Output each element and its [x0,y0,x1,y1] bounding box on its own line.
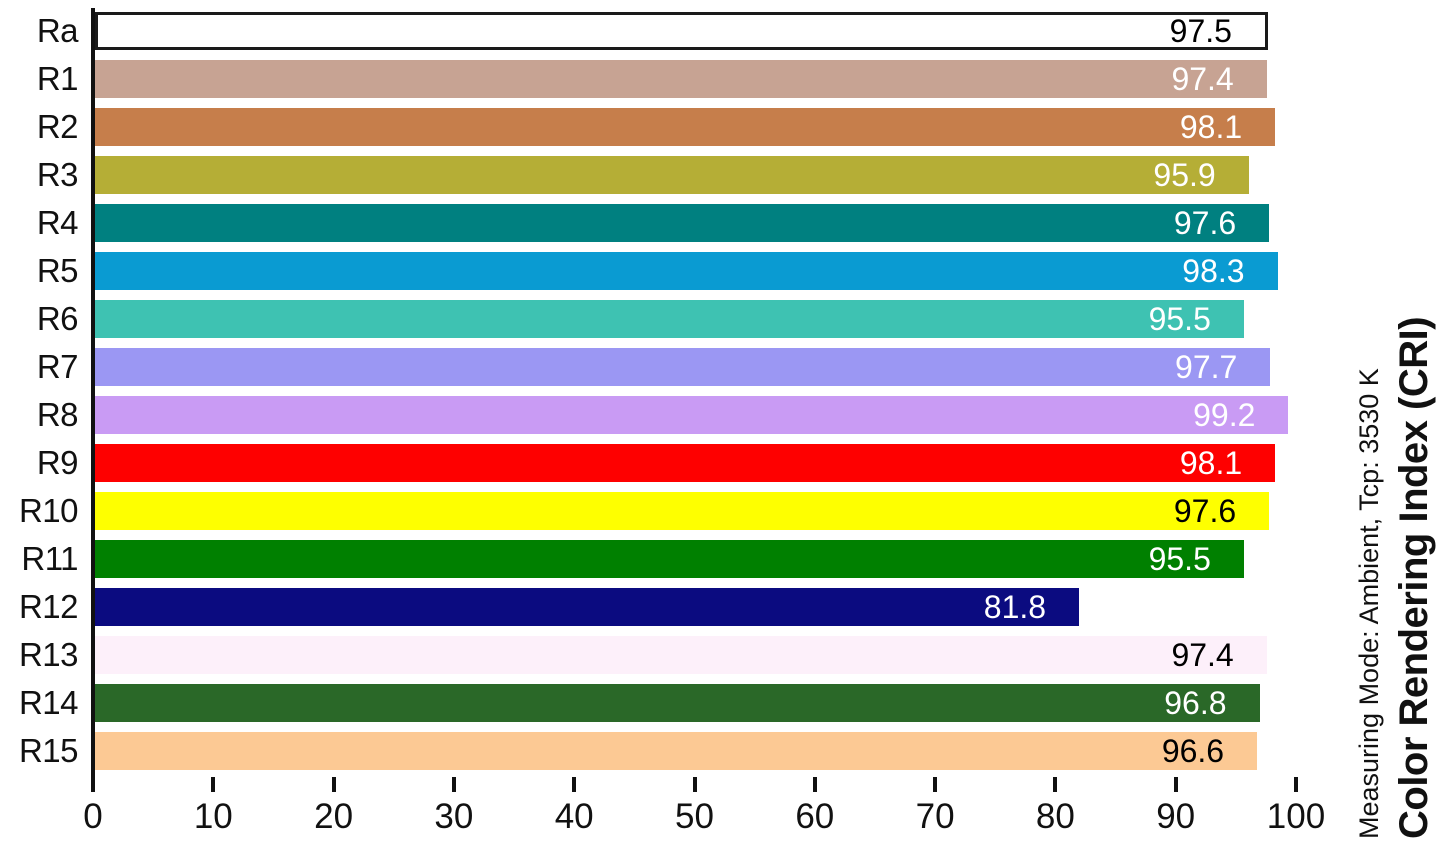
bar-ra: 97.5 [95,12,1268,50]
bar-r12: 81.8 [95,588,1080,626]
row-label-r7: R7 [36,348,79,385]
x-tick-label-0: 0 [83,797,103,836]
bar-r2: 98.1 [95,108,1276,146]
x-tick-label-30: 30 [434,797,474,836]
bar-r7: 97.7 [95,348,1271,386]
row-label-r12: R12 [18,588,79,625]
x-tick-40 [572,777,577,792]
y-axis-line [91,8,95,792]
bar-r5: 98.3 [95,252,1278,290]
right-side-labels: Measuring Mode: Ambient, Tcp: 3530 K Col… [1351,139,1441,839]
x-tick-label-80: 80 [1035,797,1075,836]
bar-r4: 97.6 [95,204,1270,242]
x-tick-label-100: 100 [1266,797,1326,836]
row-label-r10: R10 [18,492,79,529]
bar-r14: 96.8 [95,684,1260,722]
row-label-r14: R14 [18,684,79,721]
row-label-ra: Ra [36,12,79,49]
row-label-r11: R11 [21,540,78,577]
row-label-r13: R13 [18,636,79,673]
bar-r15: 96.6 [95,732,1258,770]
x-tick-10 [211,777,216,792]
x-tick-20 [331,777,336,792]
x-tick-label-70: 70 [915,797,955,836]
bar-r1: 97.4 [95,60,1267,98]
bar-r8: 99.2 [95,396,1289,434]
row-label-r9: R9 [36,444,79,481]
x-tick-label-60: 60 [795,797,835,836]
row-label-r4: R4 [36,204,79,241]
x-tick-70 [933,777,938,792]
x-tick-0 [91,777,95,792]
x-tick-100 [1294,777,1298,792]
bar-r3: 95.9 [95,156,1249,194]
bar-r10: 97.6 [95,492,1270,530]
row-label-r6: R6 [36,300,79,337]
x-tick-label-10: 10 [193,797,233,836]
x-tick-90 [1173,777,1178,792]
x-tick-60 [812,777,817,792]
row-label-r8: R8 [36,396,79,433]
bar-r6: 95.5 [95,300,1244,338]
bar-r13: 97.4 [95,636,1267,674]
x-tick-30 [451,777,456,792]
x-tick-label-40: 40 [554,797,594,836]
row-label-r3: R3 [36,156,79,193]
row-label-r1: R1 [36,60,79,97]
row-label-r2: R2 [36,108,79,145]
row-label-r15: R15 [18,732,79,769]
x-tick-label-90: 90 [1156,797,1196,836]
bar-r11: 95.5 [95,540,1244,578]
bar-r9: 98.1 [95,444,1276,482]
measuring-mode-label: Measuring Mode: Ambient, Tcp: 3530 K [1354,368,1384,839]
chart-title: Color Rendering Index (CRI) [1392,316,1436,839]
x-tick-label-50: 50 [675,797,714,836]
x-tick-50 [692,777,697,792]
x-tick-label-20: 20 [314,797,354,836]
row-label-r5: R5 [36,252,79,289]
x-tick-80 [1053,777,1058,792]
